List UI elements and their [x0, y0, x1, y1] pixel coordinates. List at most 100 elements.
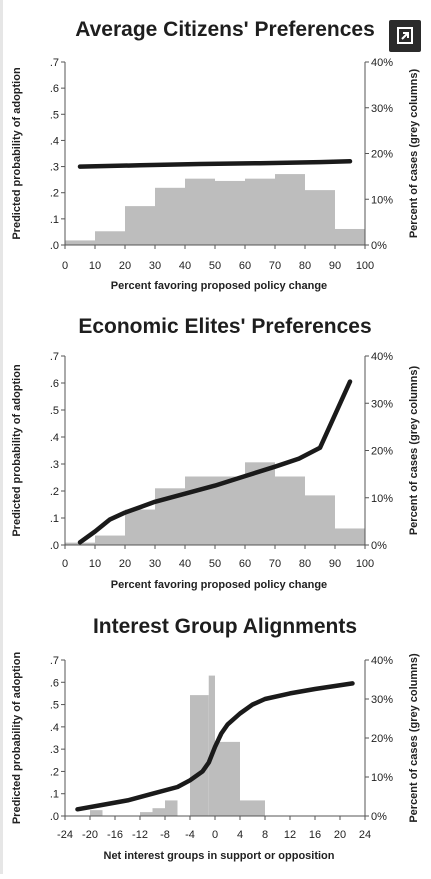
bar	[245, 178, 275, 245]
x-tick-label: 100	[356, 260, 374, 272]
y-tick-label: .0	[50, 540, 59, 552]
chart-panel-2: Economic Elites' Preferences 0 10 20 30 40 50 6…	[11, 315, 420, 591]
x-axis-label: Percent favoring proposed policy change	[111, 280, 327, 292]
bar	[125, 206, 155, 245]
bar	[165, 800, 178, 816]
bar	[215, 741, 240, 816]
expand-icon	[397, 27, 413, 44]
x-tick-label: 16	[309, 829, 321, 841]
x-tick-label: 30	[149, 260, 161, 272]
y-tick-label: .7	[50, 351, 59, 363]
y-axis-label: Predicted probability of adoption	[11, 67, 23, 240]
y2-tick-label: 30%	[371, 398, 393, 410]
series-line	[75, 681, 355, 812]
bar	[125, 509, 155, 545]
y-tick-label: .0	[50, 240, 59, 252]
y-tick-label: .5	[50, 700, 59, 712]
bar	[275, 174, 305, 245]
y-tick-label: .2	[50, 486, 59, 498]
y2-tick-label: 30%	[371, 103, 393, 115]
y2-tick-label: 10%	[371, 194, 393, 206]
y-tick-label: .6	[50, 83, 59, 95]
x-tick-label: 50	[209, 260, 221, 272]
x-tick-label: 10	[89, 558, 101, 570]
y-tick-label: .3	[50, 459, 59, 471]
bar	[305, 495, 335, 545]
figure-svg: Average Citizens' Preferences 0 10 20 30 40 50…	[11, 18, 420, 862]
y2-tick-label: 40%	[371, 351, 393, 363]
bar	[240, 800, 265, 816]
x-tick-label: 8	[262, 829, 268, 841]
bar	[208, 675, 215, 816]
bar	[190, 695, 203, 816]
x-tick-label: -8	[160, 829, 170, 841]
bar	[335, 228, 365, 245]
x-tick-label: 20	[119, 260, 131, 272]
x-tick-label: 90	[329, 260, 341, 272]
y2-tick-label: 30%	[371, 694, 393, 706]
y2-tick-label: 0%	[371, 240, 387, 252]
y2-axis-label: Percent of cases (grey columns)	[408, 365, 420, 535]
y2-tick-label: 10%	[371, 772, 393, 784]
x-tick-label: 24	[359, 829, 371, 841]
x-tick-label: 90	[329, 558, 341, 570]
x-tick-label: 60	[239, 558, 251, 570]
x-tick-label: -12	[132, 829, 148, 841]
bar	[152, 808, 165, 816]
bar	[95, 535, 125, 545]
bar	[90, 810, 103, 816]
y2-tick-label: 20%	[371, 149, 393, 161]
x-tick-label: 40	[179, 558, 191, 570]
y-tick-label: .4	[50, 722, 59, 734]
y-tick-label: .6	[50, 677, 59, 689]
y-tick-label: .3	[50, 162, 59, 174]
y-tick-label: .0	[50, 811, 59, 823]
y-tick-label: .1	[50, 214, 59, 226]
y-tick-label: .1	[50, 789, 59, 801]
chart-panel-1: Average Citizens' Preferences 0 10 20 30 40 50…	[11, 18, 420, 292]
series-line	[77, 159, 353, 169]
y-axis-label: Predicted probability of adoption	[11, 652, 23, 825]
y-tick-label: .2	[50, 766, 59, 778]
x-tick-label: -4	[185, 829, 195, 841]
y-tick-label: .3	[50, 744, 59, 756]
y-axis-label: Predicted probability of adoption	[11, 364, 23, 537]
y-tick-label: .4	[50, 135, 59, 147]
y-tick-label: .6	[50, 378, 59, 390]
bar	[155, 187, 185, 245]
y-tick-label: .5	[50, 405, 59, 417]
expand-button[interactable]	[389, 20, 421, 52]
x-tick-label: 80	[299, 558, 311, 570]
x-tick-label: -20	[82, 829, 98, 841]
bar	[185, 178, 215, 245]
x-tick-label: 70	[269, 558, 281, 570]
chart-title: Interest Group Alignments	[93, 615, 357, 638]
x-tick-label: 100	[356, 558, 374, 570]
bar	[215, 180, 245, 245]
x-tick-label: 80	[299, 260, 311, 272]
x-tick-label: 0	[62, 558, 68, 570]
x-tick-label: 10	[89, 260, 101, 272]
series-line	[77, 379, 353, 545]
y2-tick-label: 40%	[371, 57, 393, 69]
x-tick-label: 0	[212, 829, 218, 841]
x-axis-label: Percent favoring proposed policy change	[111, 579, 327, 591]
y2-tick-label: 20%	[371, 446, 393, 458]
bar	[305, 190, 335, 245]
chart-title: Average Citizens' Preferences	[75, 18, 375, 41]
x-tick-label: 20	[119, 558, 131, 570]
chart-title: Economic Elites' Preferences	[78, 315, 371, 338]
y2-axis-label: Percent of cases (grey columns)	[408, 653, 420, 823]
bar	[140, 812, 153, 816]
y-tick-label: .4	[50, 432, 59, 444]
x-tick-label: 12	[284, 829, 296, 841]
chart-panel-3: Interest Group Alignments -24 -20 -16 -12 -8 -…	[11, 615, 420, 862]
x-tick-label: 20	[334, 829, 346, 841]
bar	[215, 476, 245, 545]
y-tick-label: .1	[50, 513, 59, 525]
bar	[65, 240, 95, 245]
x-tick-label: -16	[107, 829, 123, 841]
bar	[275, 476, 305, 545]
y-tick-label: .5	[50, 109, 59, 121]
